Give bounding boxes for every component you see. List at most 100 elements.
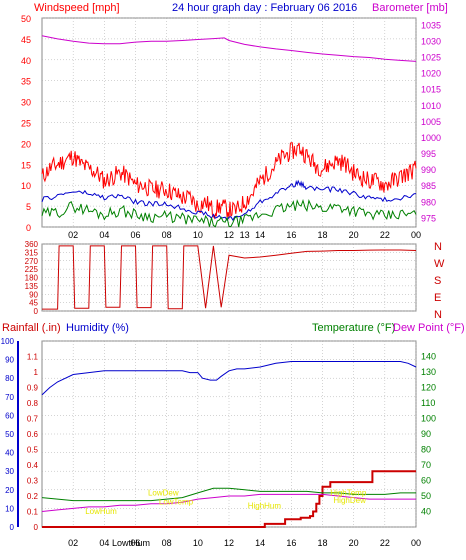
tick-labels: 0510152025303540455097598098599099510001… [1,14,441,548]
rain-tick-label: 0.2 [27,492,39,501]
humidity-tick-label: 10 [5,504,14,513]
rain-tick-label: 0.5 [27,446,39,455]
wind-x-tick-label: 10 [193,230,203,240]
humidity-tick-label: 80 [5,374,14,383]
wind-x-tick-label: 06 [130,230,140,240]
temp-tick-label: 80 [421,445,431,455]
temp-x-tick-label: 14 [255,538,265,548]
compass-letter: N [434,309,442,321]
annotation-label: LowDew [148,488,179,497]
rainfall-axis-title: Rainfall (.in) [2,322,61,334]
temp-tick-label: 90 [421,429,431,439]
compass-letter: S [434,275,441,287]
wind-x-tick-label: 20 [349,230,359,240]
wind-tick-label: 10 [21,181,31,191]
baro-tick-label: 1025 [421,53,441,63]
wind-tick-label: 30 [21,98,31,108]
temp-tick-label: 70 [421,460,431,470]
wind-x-tick-label: 04 [99,230,109,240]
wind-direction-series [42,245,417,310]
humidity-tick-label: 40 [5,449,14,458]
rain-tick-label: 0.6 [27,430,39,439]
rain-tick-label: 0.4 [27,461,39,470]
wind-tick-label: 5 [26,202,31,212]
wind-x-tick-label: 14 [255,230,265,240]
gust-wind-series [41,142,417,220]
wind-x-tick-label: 08 [162,230,172,240]
wind-x-tick-label: 12 [224,230,234,240]
baro-tick-label: 985 [421,181,436,191]
rain-tick-label: 1 [34,368,39,377]
temp-tick-label: 130 [421,367,436,377]
direction-grid [42,243,417,312]
direction-tick-label: 270 [25,257,39,266]
chart-title: 24 hour graph day : February 06 2016 [172,2,357,14]
temp-x-tick-label: 00 [411,538,421,548]
rain-tick-label: 0 [34,523,39,532]
humidity-tick-label: 60 [5,411,14,420]
wind-x-tick-label: 16 [286,230,296,240]
baro-tick-label: 1030 [421,37,441,47]
baro-tick-label: 975 [421,213,436,223]
baro-tick-label: 1000 [421,133,441,143]
baro-tick-label: 1015 [421,85,441,95]
rain-tick-label: 0.3 [27,477,39,486]
temp-x-tick-label: 10 [193,538,203,548]
baro-tick-label: 990 [421,165,436,175]
min-wind-series [41,198,417,228]
baro-tick-label: 980 [421,197,436,207]
humidity-tick-label: 50 [5,430,14,439]
direction-tick-label: 360 [25,240,39,249]
baro-tick-label: 1010 [421,101,441,111]
annotation-label: HighTemp [330,488,367,497]
baro-tick-label: 1035 [421,20,441,30]
rain-tick-label: 0.1 [27,508,39,517]
wind-tick-label: 15 [21,160,31,170]
wind-tick-label: 50 [21,14,31,24]
wind-x-tick-label: 13 [240,230,250,240]
temp-x-tick-label: 06 [130,538,140,548]
temp-tick-label: 50 [421,491,431,501]
temp-x-tick-label: 12 [224,538,234,548]
temp-x-tick-label: 08 [162,538,172,548]
temp-x-tick-label: 16 [286,538,296,548]
humidity-tick-label: 90 [5,356,14,365]
direction-tick-label: 135 [25,282,39,291]
direction-tick-label: 315 [25,248,39,257]
wind-tick-label: 45 [21,35,31,45]
temp-x-tick-label: 02 [68,538,78,548]
annotation-label: LowHum [85,507,117,516]
wind-tick-label: 20 [21,139,31,149]
temp-grid [42,340,417,528]
rain-series [42,470,416,528]
annotation-label: HighHum [248,501,282,510]
temp-tick-label: 110 [421,398,435,408]
wind-x-tick-label: 22 [380,230,390,240]
wind-tick-label: 25 [21,119,31,129]
baro-tick-label: 1020 [421,69,441,79]
wind-tick-label: 35 [21,77,31,87]
rain-tick-label: 0.7 [27,415,39,424]
baro-tick-label: 1005 [421,117,441,127]
direction-tick-label: 225 [25,265,39,274]
direction-tick-label: 180 [25,274,39,283]
direction-tick-label: 0 [34,307,39,316]
direction-tick-label: 90 [29,290,38,299]
wind-x-tick-label: 02 [68,230,78,240]
footer-lowhum-label: LowtHum [112,538,150,548]
humidity-tick-label: 30 [5,467,14,476]
data-series [41,35,417,528]
barometer-series [41,35,417,62]
humidity-series [41,361,417,396]
windspeed-axis-title: Windspeed [mph] [34,2,120,14]
temp-tick-label: 120 [421,383,436,393]
temp-tick-label: 40 [421,507,431,517]
wind-x-tick-label: 00 [411,230,421,240]
rain-tick-label: 0.8 [27,399,39,408]
annotation-label: LowTemp [159,498,194,507]
rain-tick-label: 1.1 [27,353,39,362]
